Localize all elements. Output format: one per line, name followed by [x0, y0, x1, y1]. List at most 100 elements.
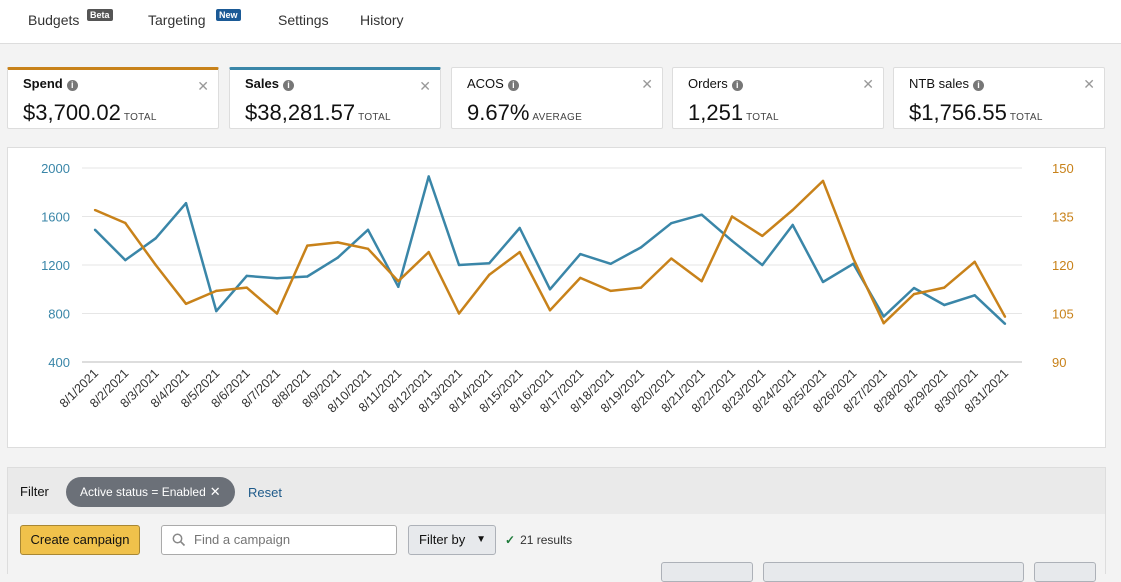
performance-chart: 200016001200800400150135120105908/1/2021…	[41, 161, 1074, 415]
y-right-tick-label: 150	[1052, 161, 1074, 176]
data-point-spend	[488, 273, 491, 276]
tab-targeting[interactable]: Targeting New	[148, 9, 241, 28]
data-point-sales	[1003, 322, 1007, 326]
close-icon[interactable]: ✕	[641, 76, 653, 92]
results-label: 21 results	[520, 533, 573, 547]
tab-targeting-label: Targeting	[148, 12, 206, 28]
data-point-spend	[670, 257, 673, 260]
data-point-sales	[670, 221, 673, 225]
data-point-spend	[882, 322, 885, 325]
columns-dropdown[interactable]	[661, 562, 753, 582]
data-point-spend	[791, 208, 794, 212]
metric-value: 1,251 TOTAL	[688, 100, 779, 125]
data-point-spend	[427, 250, 430, 254]
data-point-sales	[882, 315, 885, 318]
search-input[interactable]	[192, 531, 386, 548]
data-point-sales	[457, 263, 461, 267]
date-range-picker[interactable]	[763, 562, 1024, 582]
metric-card-spend[interactable]: Spend i ✕ $3,700.02 TOTAL	[7, 67, 219, 129]
data-point-sales	[609, 262, 612, 265]
y-left-tick-label: 1200	[41, 258, 70, 273]
info-icon[interactable]: i	[731, 80, 743, 91]
data-point-spend	[124, 221, 127, 225]
data-point-spend	[730, 215, 734, 218]
metric-card-acos[interactable]: ACOS i ✕ 9.67% AVERAGE	[451, 67, 663, 129]
top-navigation: Budgets Beta Targeting New Settings Hist…	[0, 0, 1121, 44]
active-status-filter-chip[interactable]: Active status = Enabled ✕	[66, 477, 235, 507]
filter-chip-label: Active status = Enabled	[80, 485, 206, 499]
data-point-sales	[730, 239, 734, 242]
new-badge: New	[216, 9, 241, 21]
data-point-spend	[93, 208, 97, 212]
metric-card-sales[interactable]: Sales i ✕ $38,281.57 TOTAL	[229, 67, 441, 129]
y-left-tick-label: 400	[48, 355, 70, 370]
metric-unit: TOTAL	[746, 112, 779, 123]
performance-chart-panel: 2000 1600 1200 800 400 150 135 120 105 90 8/1/2021…	[7, 147, 1106, 448]
metric-unit: TOTAL	[123, 112, 157, 123]
filter-bar: Filter Active status = Enabled ✕ Reset	[7, 467, 1106, 515]
data-point-sales	[93, 228, 97, 232]
metric-unit: TOTAL	[358, 112, 391, 123]
data-point-spend	[518, 250, 521, 254]
tab-history[interactable]: History	[360, 12, 404, 28]
data-point-sales	[821, 280, 825, 284]
data-point-spend	[397, 279, 400, 283]
export-button[interactable]	[1034, 562, 1096, 582]
data-point-sales	[397, 285, 400, 289]
series-line-spend	[94, 179, 1007, 325]
info-icon[interactable]: i	[972, 80, 984, 91]
data-point-sales	[791, 223, 794, 227]
data-point-spend	[154, 263, 157, 267]
close-icon[interactable]: ✕	[197, 78, 209, 94]
tab-settings[interactable]: Settings	[278, 12, 329, 28]
close-icon[interactable]: ✕	[862, 76, 874, 92]
y-left-tick-label: 2000	[41, 161, 70, 176]
data-point-sales	[912, 286, 916, 290]
tab-settings-label: Settings	[278, 12, 329, 28]
data-point-sales	[336, 256, 339, 259]
data-point-sales	[579, 252, 582, 256]
chevron-down-icon: ▼	[476, 534, 486, 545]
tab-budgets[interactable]: Budgets Beta	[28, 9, 113, 28]
filter-label: Filter	[20, 484, 49, 499]
data-point-sales	[215, 309, 218, 313]
info-icon[interactable]: i	[282, 80, 294, 91]
y-left-tick-label: 800	[48, 307, 70, 322]
info-icon[interactable]: i	[507, 80, 519, 91]
close-icon[interactable]: ✕	[209, 484, 221, 499]
tab-history-label: History	[360, 12, 404, 28]
metric-label: Orders i	[688, 76, 743, 91]
metric-label: ACOS i	[467, 76, 519, 91]
filter-by-dropdown[interactable]: Filter by ▼	[408, 525, 496, 555]
tab-budgets-label: Budgets	[28, 12, 80, 28]
data-point-sales	[488, 261, 491, 265]
metric-unit: TOTAL	[1009, 112, 1043, 123]
y-right-tick-label: 135	[1052, 210, 1074, 225]
data-point-spend	[761, 234, 764, 238]
data-point-sales	[427, 175, 430, 178]
data-point-spend	[336, 241, 339, 244]
data-point-spend	[457, 312, 461, 315]
data-point-sales	[184, 201, 188, 205]
close-icon[interactable]: ✕	[419, 78, 431, 94]
create-campaign-button[interactable]: Create campaign	[20, 525, 140, 555]
info-icon[interactable]: i	[66, 80, 78, 91]
data-point-spend	[579, 276, 582, 280]
y-right-tick-label: 90	[1052, 355, 1066, 370]
metric-label: NTB sales i	[909, 76, 984, 91]
data-point-sales	[275, 277, 279, 280]
data-point-spend	[943, 286, 946, 289]
close-icon[interactable]: ✕	[1083, 76, 1095, 92]
reset-filter-link[interactable]: Reset	[248, 485, 282, 500]
metric-card-orders[interactable]: Orders i ✕ 1,251 TOTAL	[672, 67, 884, 129]
data-point-sales	[548, 288, 552, 291]
metric-value: $3,700.02 TOTAL	[23, 100, 157, 125]
data-point-spend	[821, 179, 825, 183]
data-point-spend	[609, 289, 612, 293]
data-point-sales	[306, 275, 309, 278]
check-icon: ✓	[505, 533, 516, 547]
metric-label: Spend i	[23, 76, 78, 91]
data-point-sales	[761, 263, 764, 267]
metric-card-ntb-sales[interactable]: NTB sales i ✕ $1,756.55 TOTAL	[893, 67, 1105, 129]
search-icon	[172, 533, 186, 547]
